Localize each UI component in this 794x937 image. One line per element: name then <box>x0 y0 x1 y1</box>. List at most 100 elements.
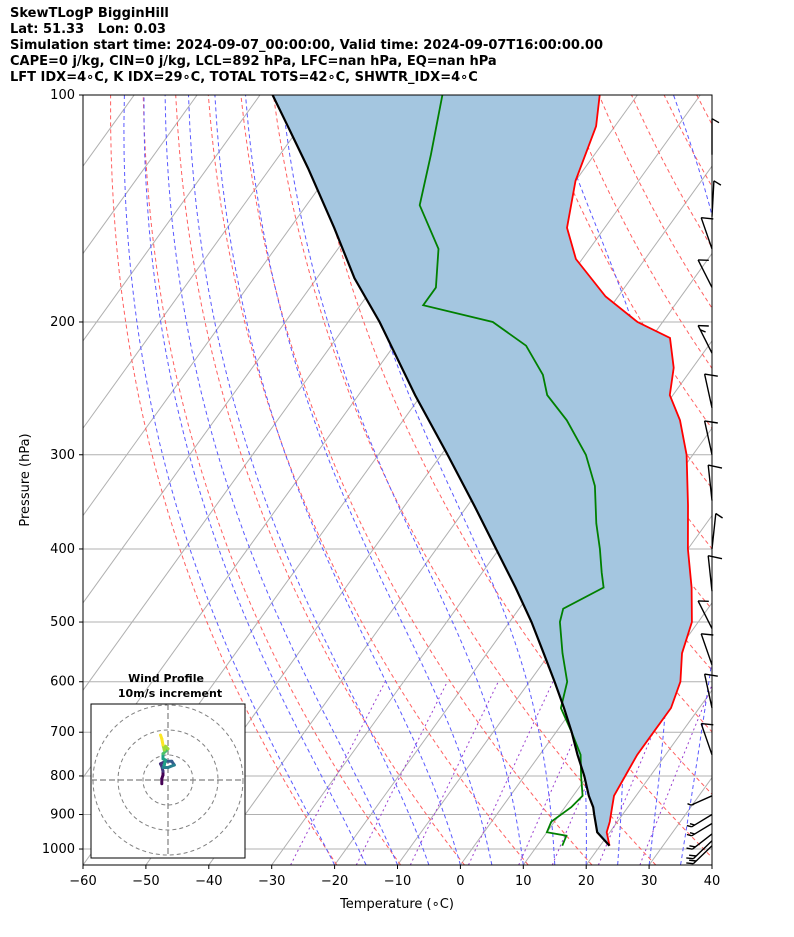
dry-adiabat-line <box>142 95 402 865</box>
wind-barb-flag <box>686 847 693 850</box>
wind-barb-flag <box>686 862 694 865</box>
wind-barb <box>711 180 715 217</box>
x-tick-label: 0 <box>456 874 464 889</box>
wind-barb <box>691 833 713 850</box>
chart-header: SkewTLogP BigginHill Lat: 51.33 Lon: 0.0… <box>10 6 603 86</box>
y-tick-label: 800 <box>50 769 75 784</box>
moist-adiabat-line <box>673 95 712 865</box>
moist-adiabat-line <box>281 95 524 865</box>
isotherm-line <box>0 95 71 865</box>
moist-adiabat-line <box>188 95 430 865</box>
x-tick-label: 30 <box>641 874 658 889</box>
wind-barb-flag <box>704 373 718 377</box>
wind-barb <box>697 259 713 288</box>
cape-cin-shading <box>272 95 692 846</box>
chart-title: SkewTLogP BigginHill <box>10 6 169 21</box>
hodograph-inset <box>90 703 246 859</box>
wind-barb-flag <box>689 845 696 848</box>
wind-barb <box>703 673 713 709</box>
wind-barb <box>700 723 713 756</box>
isotherm-line <box>459 514 712 865</box>
isotherm-line <box>83 95 261 342</box>
location-info: Lat: 51.33 Lon: 0.03 <box>10 22 166 37</box>
wind-barb-flag <box>715 512 723 519</box>
wind-barb-flag <box>708 464 723 469</box>
wind-barbs <box>686 118 723 865</box>
y-tick-label: 400 <box>50 542 75 557</box>
isotherm-line <box>83 95 387 517</box>
wind-barb-flag <box>689 859 697 862</box>
wind-barb-flag <box>689 823 695 826</box>
x-tick-label: −30 <box>258 874 285 889</box>
y-axis-label: Pressure (hPa) <box>18 433 33 526</box>
hodograph-subtitle: 10m/s increment <box>118 687 222 700</box>
wind-barb <box>690 795 713 806</box>
temperature-line <box>566 95 693 846</box>
time-info: Simulation start time: 2024-09-07_00:00:… <box>10 38 603 53</box>
moist-adiabat-line <box>711 862 712 865</box>
wind-barb-flag <box>708 555 723 560</box>
dry-adiabat-line <box>175 95 465 865</box>
dry-adiabat-line <box>729 95 794 865</box>
wind-barb <box>697 600 713 629</box>
wind-barb-flag <box>701 722 714 726</box>
wind-barb-flag <box>704 673 718 677</box>
isotherm-line <box>585 689 712 865</box>
y-tick-label: 100 <box>50 88 75 103</box>
y-tick-label: 300 <box>50 448 75 463</box>
hodograph-segment <box>159 733 164 741</box>
dry-adiabat-line <box>110 95 338 865</box>
dry-adiabat-line <box>762 95 794 865</box>
x-axis-label: Temperature (∘C) <box>339 897 454 912</box>
wind-barb <box>707 465 713 501</box>
isotherm-line <box>83 95 198 255</box>
wind-barb-flag <box>704 420 718 424</box>
hodograph-plot <box>91 704 245 858</box>
wind-barb-flag <box>689 854 697 857</box>
moist-adiabat-line <box>123 95 336 865</box>
mixing-ratio-line <box>639 683 712 865</box>
y-tick-label: 500 <box>50 615 75 630</box>
wind-barb <box>703 420 713 455</box>
dry-adiabat-line <box>240 95 593 865</box>
wind-barb-flag <box>689 832 695 835</box>
mixing-ratio-line <box>355 681 448 865</box>
wind-barb <box>700 633 713 666</box>
moist-adiabat-line <box>325 95 556 865</box>
moist-adiabat-line <box>164 95 398 865</box>
wind-barb <box>703 373 713 409</box>
y-tick-label: 900 <box>50 808 75 823</box>
wind-barb-flag <box>711 118 720 124</box>
hodograph-title: Wind Profile <box>128 672 204 685</box>
wind-barb-flag <box>701 217 714 220</box>
mixing-ratio-line <box>409 681 499 865</box>
x-tick-label: −20 <box>321 874 348 889</box>
wind-barb <box>691 822 713 837</box>
convective-params: CAPE=0 j/kg, CIN=0 j/kg, LCL=892 hPa, LF… <box>10 54 497 69</box>
stability-indices: LFT IDX=4∘C, K IDX=29∘C, TOTAL TOTS=42∘C… <box>10 70 478 85</box>
parcel-line <box>271 95 611 847</box>
mixing-ratio-line <box>468 681 554 865</box>
x-tick-label: 40 <box>704 874 721 889</box>
dry-adiabat-line <box>533 95 712 430</box>
wind-barb <box>691 813 713 828</box>
profile-lines <box>271 95 693 847</box>
wind-barb-flag <box>687 803 692 806</box>
y-tick-label: 1000 <box>42 842 75 857</box>
wind-barb-flag <box>686 833 692 837</box>
x-tick-label: −40 <box>195 874 222 889</box>
isotherm-line <box>83 95 324 430</box>
wind-barb-flag <box>686 857 694 860</box>
x-tick-label: −10 <box>384 874 411 889</box>
wind-barb-flag <box>713 180 722 186</box>
mixing-ratio-line <box>518 681 601 865</box>
x-tick-label: 10 <box>515 874 532 889</box>
isotherm-line <box>711 864 712 865</box>
x-tick-label: −50 <box>132 874 159 889</box>
dewpoint-line <box>418 95 605 847</box>
dry-adiabat-line <box>696 95 712 126</box>
y-tick-label: 200 <box>50 315 75 330</box>
x-tick-label: 20 <box>578 874 595 889</box>
